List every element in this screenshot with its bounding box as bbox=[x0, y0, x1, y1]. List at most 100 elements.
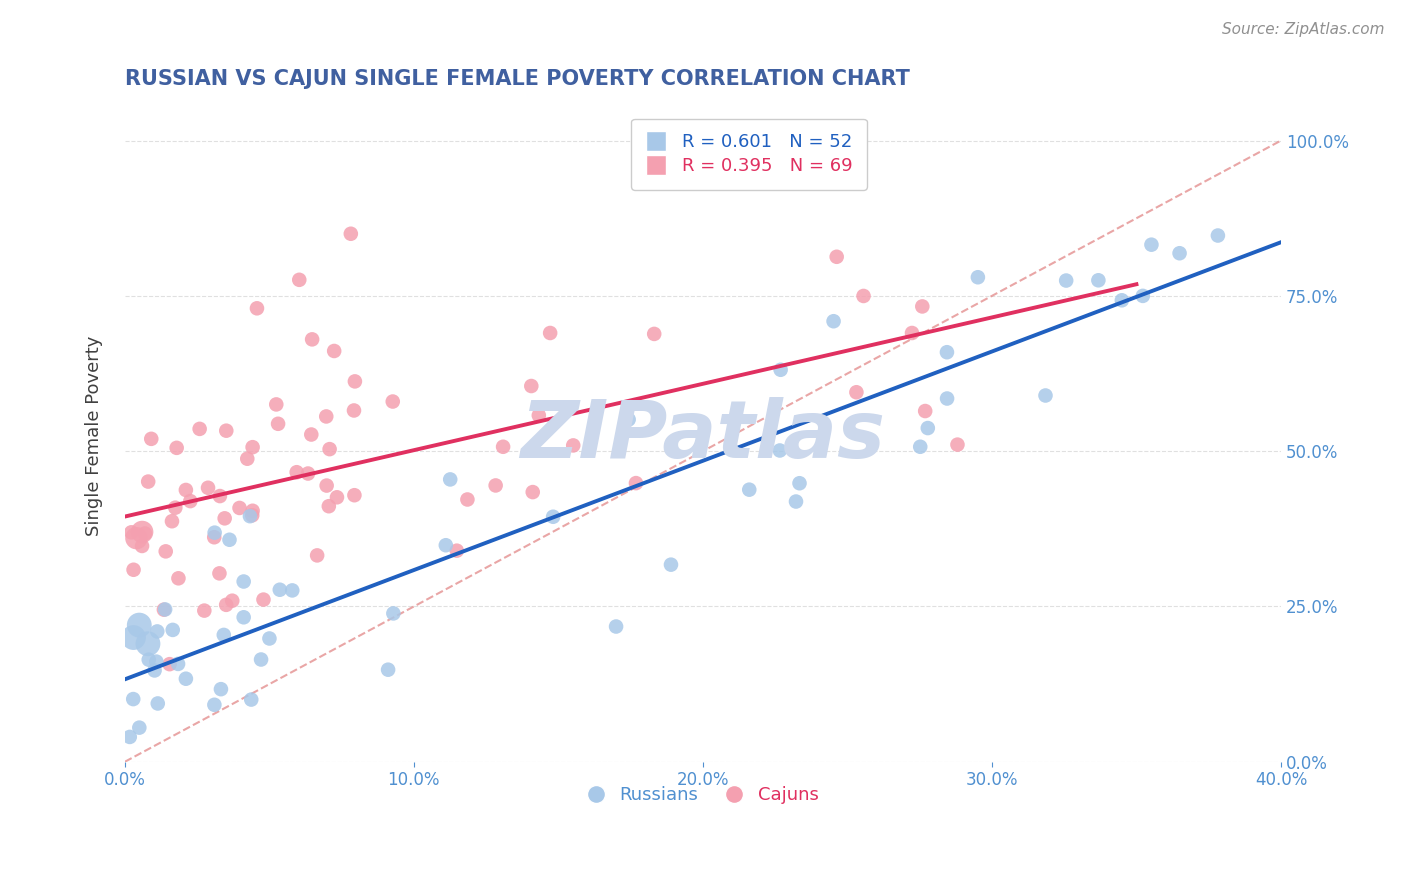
Point bbox=[250, 652, 273, 666]
Point bbox=[122, 692, 145, 706]
Point bbox=[128, 618, 150, 632]
Point bbox=[318, 500, 340, 514]
Point bbox=[215, 598, 238, 612]
Point bbox=[340, 227, 363, 241]
Point bbox=[131, 524, 153, 539]
Point bbox=[343, 488, 366, 502]
Point bbox=[326, 491, 349, 505]
Point bbox=[1206, 228, 1229, 243]
Point bbox=[239, 509, 262, 524]
Point bbox=[967, 270, 990, 285]
Point bbox=[120, 525, 142, 540]
Point bbox=[936, 345, 959, 359]
Point bbox=[218, 533, 240, 547]
Point bbox=[215, 424, 238, 438]
Point bbox=[1132, 289, 1154, 303]
Point bbox=[259, 632, 281, 646]
Point bbox=[446, 543, 468, 558]
Point bbox=[911, 300, 934, 314]
Point bbox=[527, 409, 550, 423]
Point bbox=[901, 326, 924, 340]
Point bbox=[143, 664, 166, 678]
Point bbox=[936, 392, 959, 406]
Point bbox=[541, 509, 564, 524]
Point bbox=[202, 530, 225, 544]
Point bbox=[617, 412, 640, 426]
Point bbox=[910, 440, 932, 454]
Point bbox=[485, 478, 508, 492]
Point bbox=[562, 438, 585, 452]
Point bbox=[246, 301, 269, 316]
Point bbox=[214, 511, 236, 525]
Point bbox=[605, 619, 627, 633]
Point bbox=[343, 375, 366, 389]
Point bbox=[315, 409, 337, 424]
Point bbox=[145, 655, 167, 669]
Point bbox=[1111, 293, 1133, 308]
Point bbox=[162, 623, 184, 637]
Point bbox=[285, 465, 308, 479]
Point bbox=[492, 440, 515, 454]
Point bbox=[197, 481, 219, 495]
Point bbox=[299, 427, 322, 442]
Point bbox=[212, 628, 235, 642]
Point bbox=[136, 475, 159, 489]
Point bbox=[165, 500, 187, 515]
Point bbox=[1087, 273, 1109, 287]
Point bbox=[155, 544, 177, 558]
Point bbox=[789, 476, 811, 491]
Point bbox=[377, 663, 399, 677]
Point bbox=[242, 440, 264, 454]
Point bbox=[315, 478, 337, 492]
Point bbox=[643, 326, 665, 341]
Point bbox=[281, 583, 304, 598]
Point bbox=[240, 508, 263, 523]
Point bbox=[946, 437, 969, 451]
Point bbox=[297, 467, 319, 481]
Text: ZIPatlas: ZIPatlas bbox=[520, 397, 886, 475]
Point bbox=[1168, 246, 1191, 260]
Point bbox=[269, 582, 291, 597]
Point bbox=[520, 379, 543, 393]
Point bbox=[624, 476, 647, 491]
Point bbox=[343, 403, 366, 417]
Point bbox=[232, 610, 254, 624]
Point bbox=[264, 397, 287, 411]
Point bbox=[381, 394, 404, 409]
Point bbox=[738, 483, 761, 497]
Point bbox=[267, 417, 290, 431]
Point bbox=[307, 549, 329, 563]
Point bbox=[232, 574, 254, 589]
Point bbox=[146, 624, 169, 639]
Point bbox=[382, 607, 405, 621]
Point bbox=[136, 637, 159, 651]
Point bbox=[825, 250, 848, 264]
Legend: Russians, Cajuns: Russians, Cajuns bbox=[579, 779, 827, 812]
Point bbox=[134, 526, 156, 541]
Point bbox=[122, 563, 145, 577]
Point bbox=[228, 500, 250, 515]
Point bbox=[852, 289, 875, 303]
Point bbox=[240, 692, 263, 706]
Point bbox=[823, 314, 845, 328]
Point bbox=[174, 672, 197, 686]
Point bbox=[118, 730, 141, 744]
Point bbox=[323, 343, 346, 358]
Point bbox=[917, 421, 939, 435]
Point bbox=[301, 332, 323, 346]
Point bbox=[439, 472, 461, 486]
Text: Source: ZipAtlas.com: Source: ZipAtlas.com bbox=[1222, 22, 1385, 37]
Point bbox=[1035, 388, 1057, 402]
Point bbox=[208, 566, 231, 581]
Point bbox=[153, 602, 176, 616]
Point bbox=[236, 451, 259, 466]
Point bbox=[221, 593, 243, 607]
Point bbox=[125, 531, 148, 545]
Point bbox=[174, 483, 197, 497]
Point bbox=[288, 273, 311, 287]
Point bbox=[153, 602, 176, 616]
Point bbox=[318, 442, 340, 457]
Point bbox=[1054, 274, 1077, 288]
Point bbox=[193, 604, 215, 618]
Point bbox=[242, 504, 264, 518]
